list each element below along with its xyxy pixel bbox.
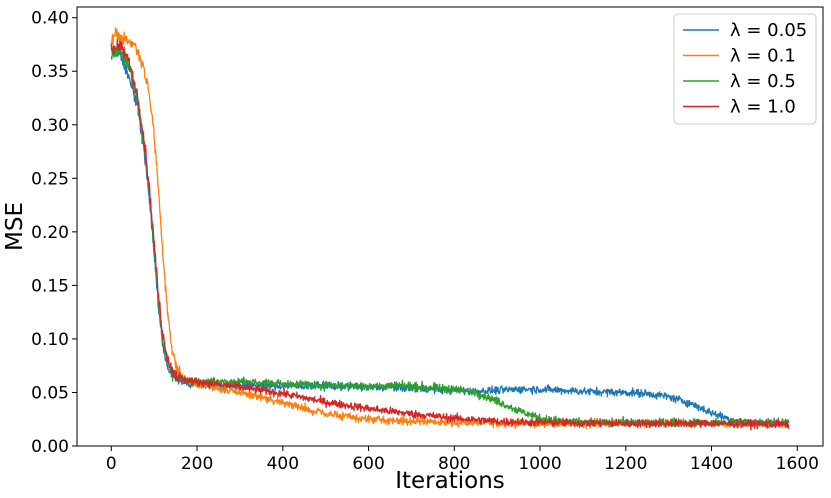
y-tick-label: 0.10 (31, 330, 69, 350)
x-tick-label: 1200 (604, 454, 647, 474)
y-tick-label: 0.25 (31, 169, 69, 189)
y-tick-label: 0.20 (31, 223, 69, 243)
x-tick-label: 200 (181, 454, 213, 474)
legend-label: λ = 0.1 (730, 46, 796, 67)
y-tick-label: 0.15 (31, 276, 69, 296)
x-tick-label: 0 (106, 454, 117, 474)
series-line-4 (110, 38, 790, 431)
x-axis-title: Iterations (395, 468, 505, 494)
x-tick-label: 1000 (518, 454, 561, 474)
plot-frame (76, 6, 824, 447)
x-tick-label: 1600 (776, 454, 819, 474)
y-tick-label: 0.05 (31, 383, 69, 403)
y-tick-label: 0.00 (31, 437, 69, 457)
y-tick-label: 0.30 (31, 116, 69, 136)
legend: λ = 0.05 λ = 0.1 λ = 0.5 λ = 1.0 (673, 13, 817, 125)
y-axis: 0.00 0.05 0.10 0.15 0.20 0.25 0.30 0.35 0.40 (31, 9, 77, 457)
series-layer (110, 27, 790, 431)
x-tick-label: 400 (267, 454, 299, 474)
legend-box (673, 13, 817, 125)
x-axis: 0 200 400 600 800 1000 1200 1400 1600 (106, 446, 819, 474)
y-axis-title: MSE (2, 202, 28, 251)
legend-label: λ = 1.0 (730, 97, 796, 118)
y-tick-label: 0.35 (31, 62, 69, 82)
x-tick-label: 800 (438, 454, 470, 474)
x-tick-label: 600 (352, 454, 384, 474)
x-tick-label: 1400 (690, 454, 733, 474)
y-tick-label: 0.40 (31, 9, 69, 29)
legend-label: λ = 0.5 (730, 71, 796, 92)
legend-label: λ = 0.05 (730, 20, 807, 41)
